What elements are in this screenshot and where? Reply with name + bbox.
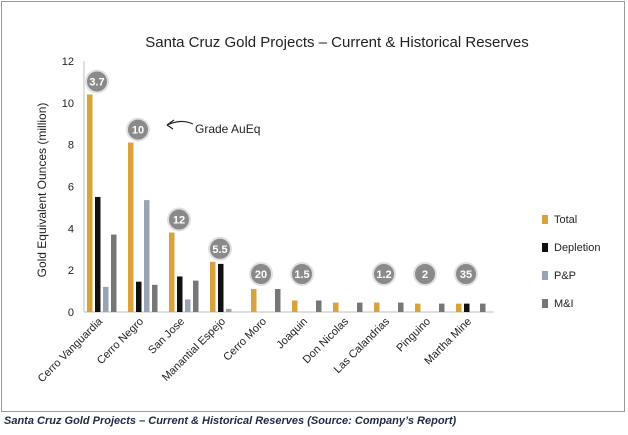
- bar: [87, 94, 93, 312]
- chart-title: Santa Cruz Gold Projects – Current & His…: [145, 34, 528, 51]
- chart-frame: Santa Cruz Gold Projects – Current & His…: [1, 1, 625, 412]
- grade-circle: [249, 262, 273, 286]
- bar: [374, 302, 380, 312]
- grade-circle: [290, 262, 314, 286]
- figure-caption: Santa Cruz Gold Projects – Current & His…: [4, 415, 457, 427]
- bar: [357, 302, 363, 312]
- grade-label: 12: [173, 215, 185, 227]
- bar: [275, 288, 281, 312]
- bar: [464, 303, 470, 312]
- y-tick-label: 6: [68, 182, 74, 194]
- grade-label: 5.5: [212, 244, 227, 256]
- y-tick-label: 10: [62, 98, 74, 110]
- bar: [415, 303, 421, 312]
- bar: [169, 232, 175, 312]
- x-tick-label: San Jose: [146, 316, 187, 357]
- bar: [136, 281, 142, 312]
- bar: [456, 303, 462, 312]
- legend-swatch: [542, 215, 548, 224]
- x-tick-label: Cerro Vanguardia: [36, 315, 106, 385]
- grade-label: 20: [255, 269, 267, 281]
- grade-circle: [208, 236, 232, 261]
- grade-label: 3.7: [89, 76, 104, 88]
- bar: [316, 300, 322, 312]
- legend-label: Depletion: [554, 242, 600, 254]
- bar: [95, 196, 101, 312]
- bar: [193, 280, 199, 312]
- chart-svg: Santa Cruz Gold Projects – Current & His…: [35, 34, 600, 385]
- grade-label: 35: [460, 269, 472, 281]
- grade-circle: [167, 207, 191, 232]
- grade-circle: [85, 69, 109, 94]
- grade-circle: [413, 262, 437, 286]
- bar: [185, 299, 191, 312]
- bar: [480, 303, 486, 312]
- legend-label: M&I: [554, 298, 574, 310]
- legend: Total Depletion P&P M&I: [542, 214, 600, 310]
- y-tick-label: 2: [68, 265, 74, 277]
- bar: [103, 286, 109, 312]
- bar: [152, 284, 158, 312]
- bar: [111, 234, 117, 312]
- grade-circle: [454, 262, 478, 286]
- bar: [128, 142, 134, 312]
- grade-circle: [372, 262, 396, 286]
- bar: [398, 302, 404, 312]
- grade-circle: [126, 117, 150, 142]
- bar: [251, 288, 257, 312]
- bar: [292, 300, 298, 312]
- grade-label: 1.2: [376, 269, 391, 281]
- annotation-text: Grade AuEq: [195, 122, 260, 136]
- y-axis-label: Gold Equivalent Ounces (million): [35, 103, 49, 278]
- bar: [177, 276, 183, 312]
- grade-label: 1.5: [294, 269, 309, 281]
- bar: [218, 263, 224, 312]
- grade-labels-group: 3.7 10 12 5.5 20 1.5 1.2 2 35: [85, 69, 478, 286]
- x-tick-label: Cerro Moro: [221, 316, 269, 364]
- grade-label: 2: [422, 269, 428, 281]
- legend-label: P&P: [554, 270, 576, 282]
- bar: [226, 308, 232, 312]
- bar: [210, 261, 216, 312]
- legend-label: Total: [554, 214, 577, 226]
- y-tick-label: 4: [68, 223, 74, 235]
- bars-group: [87, 94, 486, 312]
- y-tick-label: 8: [68, 140, 74, 152]
- grade-annotation: Grade AuEq: [166, 119, 260, 136]
- x-tick-label: Pinguino: [394, 316, 433, 355]
- x-tick-label: Joaquin: [274, 316, 310, 352]
- legend-swatch: [542, 271, 548, 280]
- legend-swatch: [542, 243, 548, 252]
- grade-label: 10: [132, 125, 144, 137]
- bar: [333, 302, 339, 312]
- annotation-arrowhead: [166, 119, 175, 130]
- legend-swatch: [542, 299, 548, 308]
- bar: [439, 303, 445, 312]
- y-tick-label: 0: [68, 307, 74, 319]
- bar: [144, 200, 150, 312]
- y-tick-label: 12: [62, 56, 74, 68]
